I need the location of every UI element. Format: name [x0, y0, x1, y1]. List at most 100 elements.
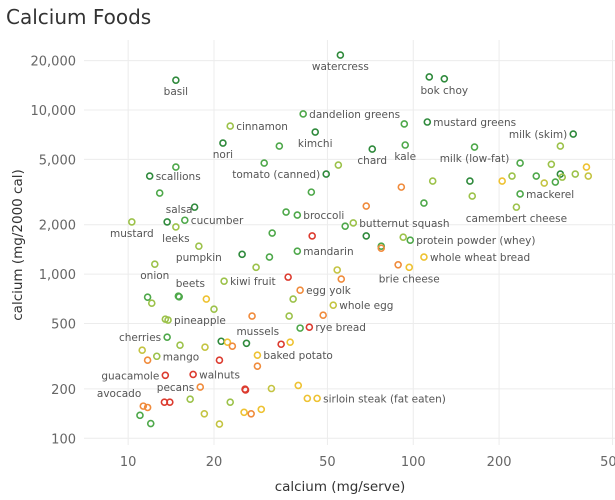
data-point: [423, 118, 432, 126]
data-point: [145, 172, 154, 180]
y-tick-label: 10,000: [31, 104, 77, 119]
point-label: milk (low-fat): [440, 153, 510, 165]
y-tick-label: 200: [51, 383, 76, 398]
data-point: [150, 260, 159, 268]
point-label: mango: [163, 351, 199, 363]
point-label: baked potato: [263, 350, 332, 362]
data-point: [322, 170, 330, 178]
data-point: [161, 371, 170, 380]
data-point: [247, 409, 255, 418]
data-point: [532, 172, 541, 180]
data-point: [308, 232, 316, 240]
data-point: [138, 346, 146, 355]
data-point: [584, 172, 593, 180]
data-point: [362, 232, 371, 240]
y-axis-ticks: 100 200 500 1,000 2,000 5,000 10,000 20,000: [31, 55, 77, 448]
point-label: beets: [176, 278, 205, 290]
data-point: [558, 173, 567, 181]
data-point: [219, 139, 227, 147]
data-point: [267, 384, 276, 393]
data-point: [571, 170, 580, 178]
data-point: [394, 261, 402, 269]
point-label: mackerel: [526, 189, 574, 201]
point-label: milk (skim): [509, 129, 567, 141]
data-point: [252, 263, 260, 272]
data-point: [313, 394, 321, 403]
y-tick-label: 100: [51, 432, 76, 447]
point-label: rye bread: [315, 322, 366, 334]
data-point: [582, 163, 591, 171]
data-point: [128, 218, 136, 226]
point-label: guacamole: [101, 370, 159, 382]
data-point: [293, 247, 302, 255]
data-point: [556, 142, 565, 150]
data-point: [368, 145, 377, 153]
point-label: chard: [357, 155, 387, 167]
point-label: brie cheese: [379, 273, 440, 285]
point-label: kimchi: [298, 138, 333, 150]
point-label: egg yolk: [306, 285, 352, 297]
point-label: cucumber: [191, 215, 244, 227]
data-point: [240, 408, 248, 417]
data-point: [508, 172, 516, 180]
data-point: [166, 398, 174, 406]
data-point: [163, 333, 171, 341]
data-point: [228, 342, 237, 350]
data-point: [196, 383, 205, 391]
y-tick-label: 1,000: [39, 268, 76, 283]
data-point: [143, 403, 152, 412]
point-label: tomato (canned): [232, 169, 320, 181]
x-tick-label: 100: [401, 455, 426, 470]
point-label: mustard: [110, 228, 154, 240]
data-point: [466, 177, 474, 185]
data-point: [223, 338, 232, 346]
data-point: [551, 178, 560, 186]
data-point: [362, 202, 371, 210]
point-label: onion: [140, 270, 169, 282]
data-point: [498, 177, 506, 185]
point-label: mandarin: [303, 246, 353, 258]
point-label: salsa: [166, 204, 193, 216]
data-point: [136, 411, 144, 420]
data-point: [319, 311, 327, 320]
data-point: [406, 236, 415, 244]
data-point: [215, 420, 224, 428]
data-point: [257, 405, 266, 414]
data-point: [425, 73, 434, 81]
data-point: [210, 305, 218, 313]
data-point: [200, 409, 209, 418]
x-tick-label: 200: [487, 455, 512, 470]
data-point: [241, 386, 250, 394]
y-axis-label: calcium (mg/2000 cal): [10, 169, 26, 321]
x-tick-label: 10: [120, 455, 137, 470]
y-tick-label: 2,000: [39, 219, 76, 234]
data-point: [337, 275, 346, 283]
data-point: [397, 183, 406, 191]
data-point: [172, 163, 180, 171]
data-point: [260, 159, 268, 167]
data-point: [428, 177, 437, 185]
data-point: [293, 211, 302, 219]
data-point: [307, 188, 316, 196]
data-point: [401, 141, 410, 149]
data-point: [143, 356, 152, 365]
data-point: [333, 266, 342, 274]
chart-title: Calcium Foods: [6, 5, 151, 29]
gridlines: [84, 40, 615, 445]
point-label: kiwi fruit: [230, 276, 276, 288]
point-label: whole wheat bread: [430, 252, 530, 264]
data-point: [440, 74, 449, 83]
data-point: [405, 263, 414, 272]
data-point: [139, 402, 148, 410]
point-label: basil: [164, 86, 188, 98]
data-point: [468, 192, 477, 200]
y-tick-label: 500: [51, 318, 76, 333]
x-tick-label: 50: [319, 455, 336, 470]
point-label: avocado: [97, 388, 141, 400]
data-point: [268, 229, 276, 237]
data-point: [377, 244, 386, 252]
point-label: protein powder (whey): [416, 235, 535, 247]
y-tick-label: 5,000: [39, 153, 76, 168]
data-point: [336, 51, 345, 59]
data-point: [282, 208, 290, 216]
